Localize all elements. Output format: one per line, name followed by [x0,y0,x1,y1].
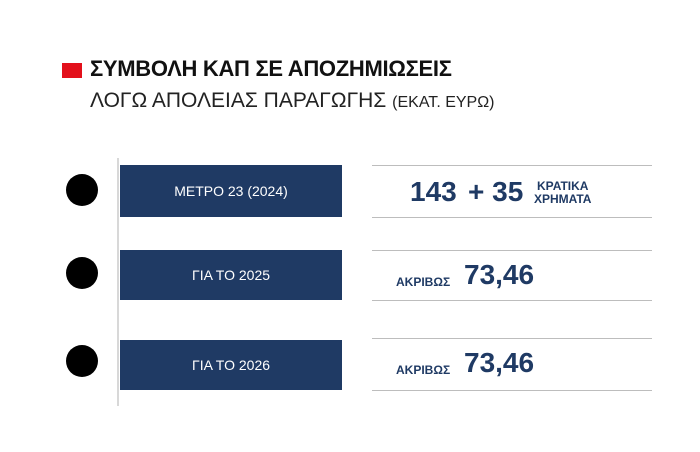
prefix: ΑΚΡΙΒΩΣ [396,363,451,377]
value: 73,46 [464,259,535,290]
rule [372,250,652,251]
note-line: ΧΡΗΜΑΤΑ [534,192,592,206]
rule [372,300,652,301]
extra-value: + 35 [468,176,524,207]
rule [372,390,652,391]
rule [372,338,652,339]
subtitle: ΛΟΓΩ ΑΠΟΛΕΙΑΣ ΠΑΡΑΓΩΓΗΣ (ΕΚΑΤ. ΕΥΡΩ) [90,89,495,113]
note: ΚΡΑΤΙΚΑ ΧΡΗΜΑΤΑ [534,180,591,206]
row-label: ΜΕΤΡΟ 23 (2024) [120,165,342,217]
rule [372,217,652,218]
row-label: ΓΙΑ ΤΟ 2026 [120,340,342,390]
rule [372,165,652,166]
bullet [66,345,98,377]
unit: (ΕΚΑΤ. ΕΥΡΩ) [392,94,495,111]
note-line: ΚΡΑΤΙΚΑ [537,179,589,193]
value: 143 [410,176,457,207]
title: ΣΥΜΒΟΛΗ ΚΑΠ ΣΕ ΑΠΟΖΗΜΙΩΣΕΙΣ [90,56,452,81]
divider [117,158,119,406]
value: 73,46 [464,347,535,378]
title-marker [62,63,82,78]
prefix: ΑΚΡΙΒΩΣ [396,275,451,289]
bullet [66,257,98,289]
subtitle-text: ΛΟΓΩ ΑΠΟΛΕΙΑΣ ΠΑΡΑΓΩΓΗΣ [90,89,387,112]
bullet [66,174,98,206]
row-label: ΓΙΑ ΤΟ 2025 [120,250,342,300]
